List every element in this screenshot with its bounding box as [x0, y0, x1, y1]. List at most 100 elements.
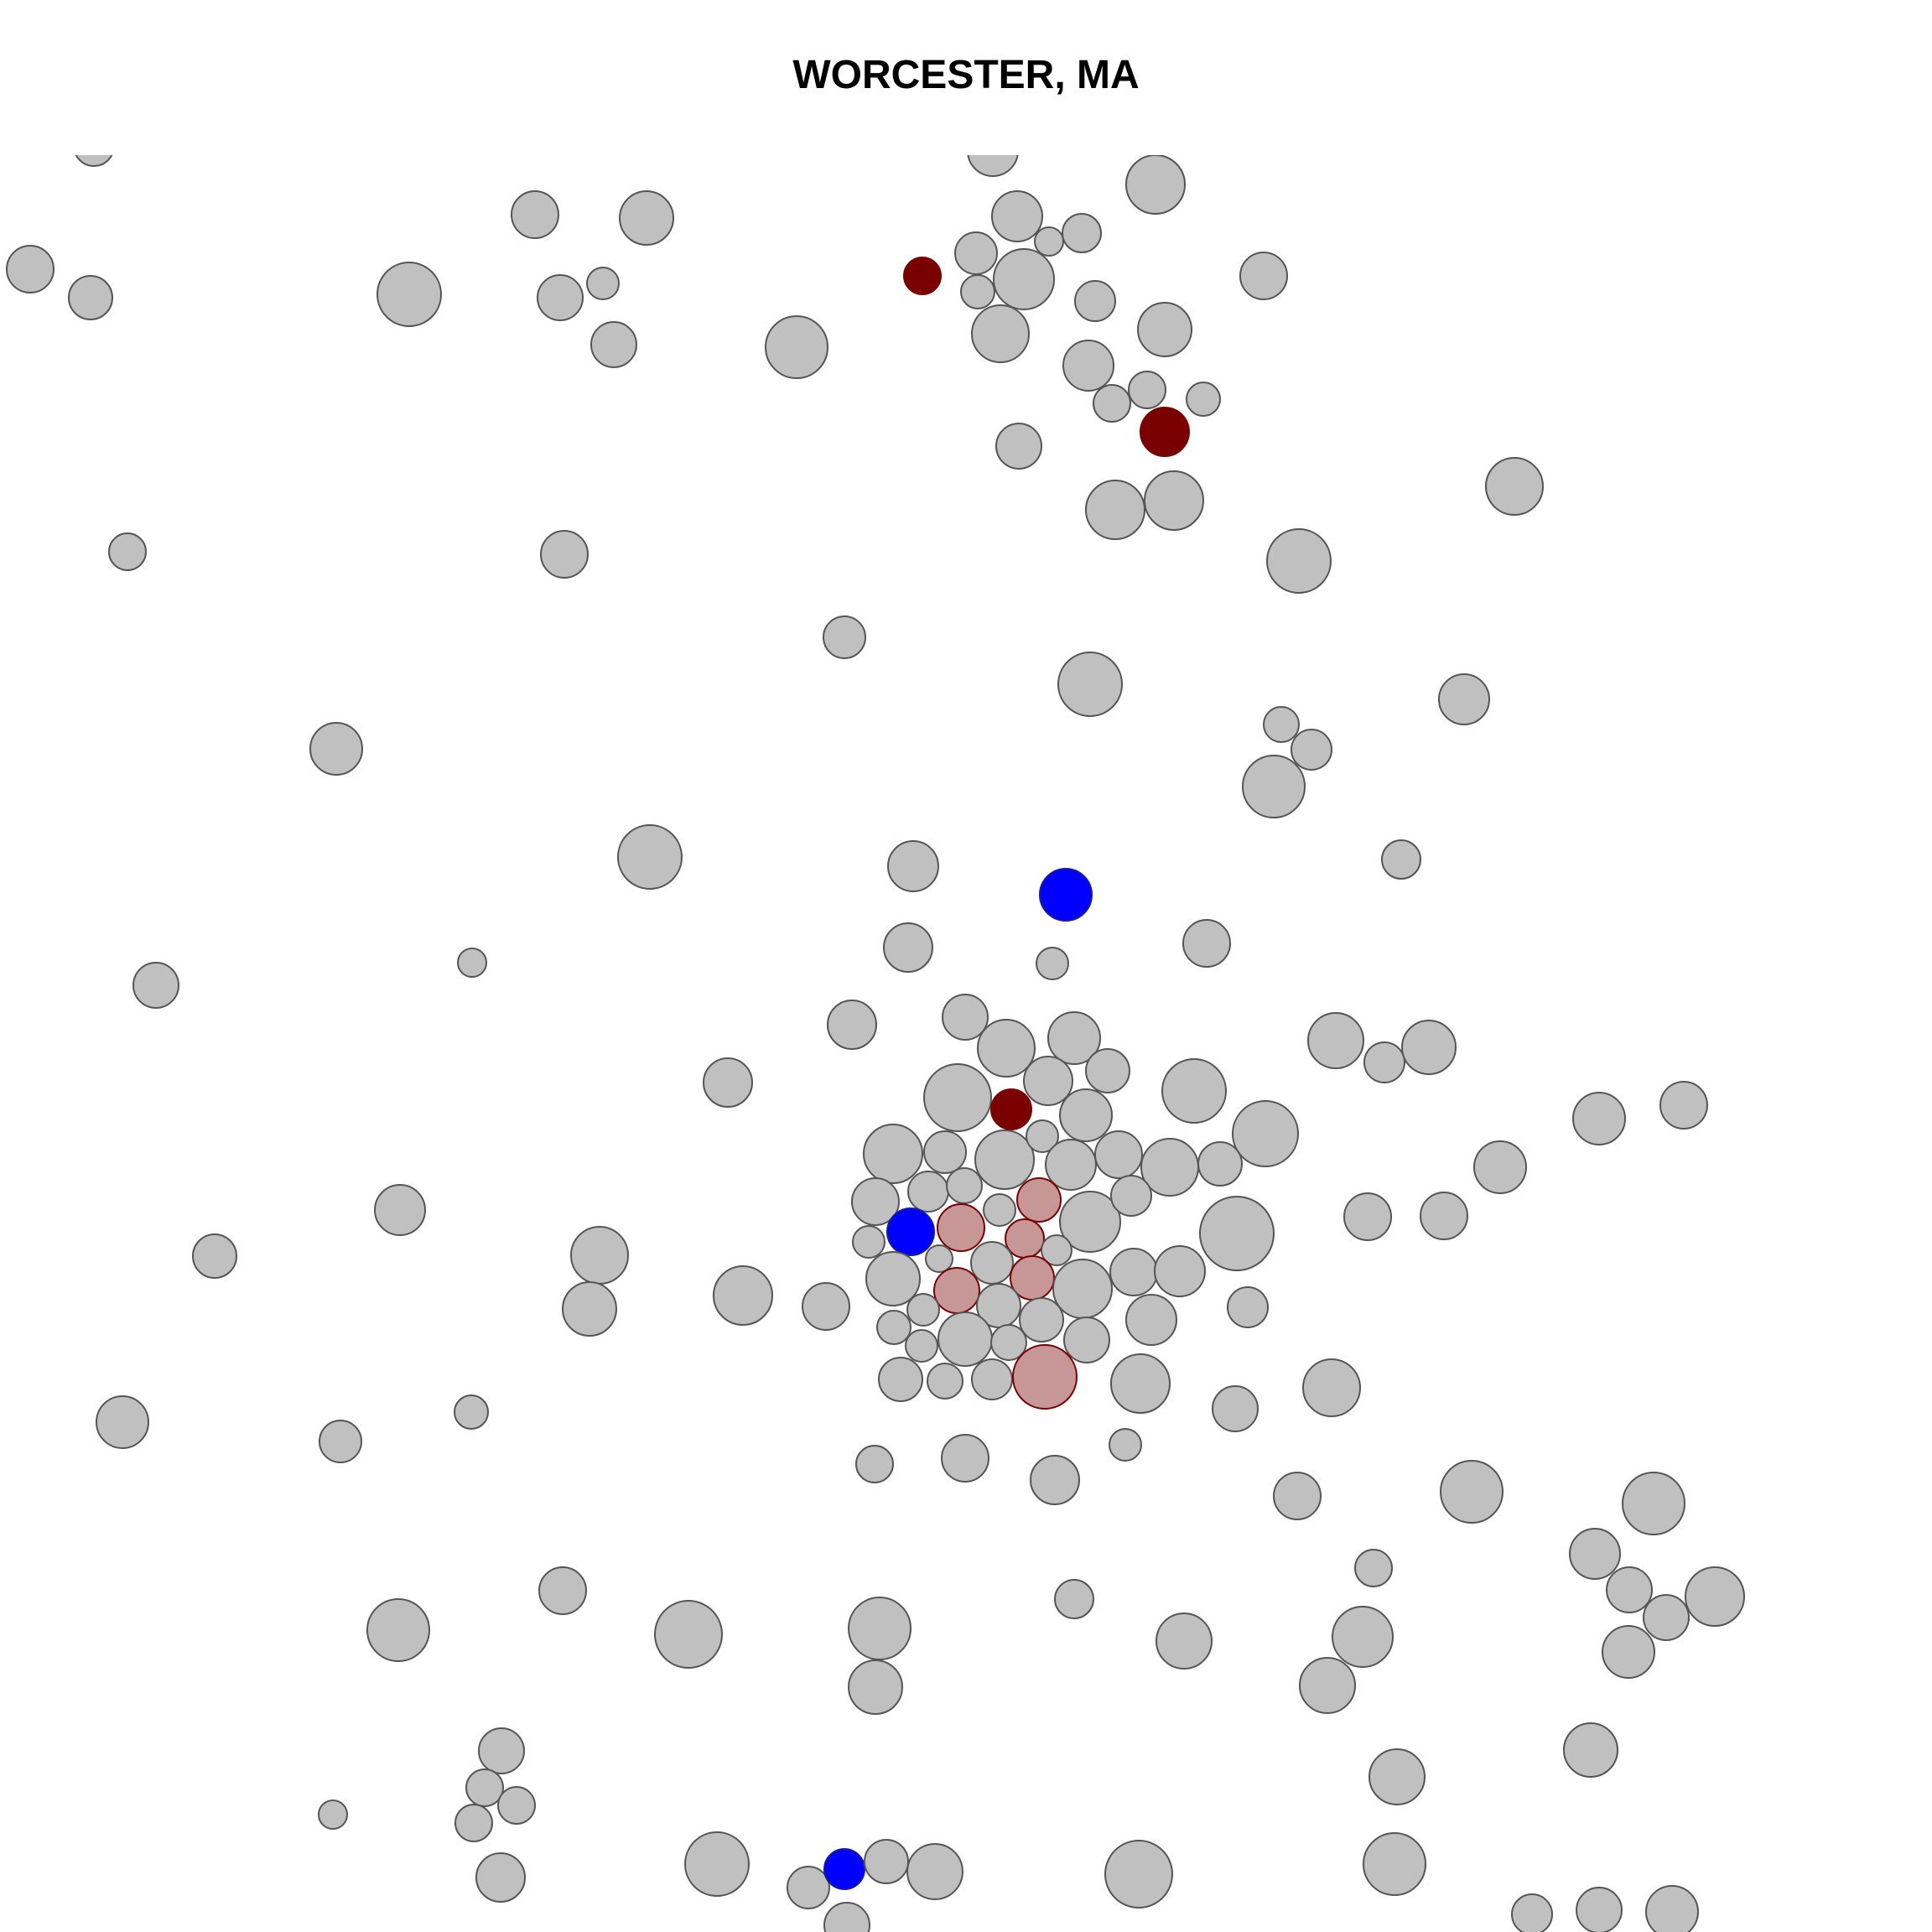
point-gray	[905, 1329, 938, 1363]
point-gray	[990, 1324, 1027, 1361]
point-gray	[75, 155, 113, 167]
point-gray	[887, 840, 939, 892]
point-gray	[1110, 1175, 1152, 1217]
point-gray	[1239, 252, 1288, 300]
point-gray	[1074, 280, 1116, 322]
point-gray	[713, 1265, 773, 1326]
point-gray	[132, 962, 179, 1009]
point-gray	[983, 1193, 1016, 1227]
point-gray	[765, 315, 828, 379]
point-gray	[971, 304, 1030, 363]
point-gray	[1034, 226, 1064, 257]
point-gray	[863, 1124, 923, 1184]
point-gray	[1440, 1460, 1504, 1524]
point-gray	[377, 262, 442, 327]
point-gray	[586, 267, 620, 300]
point-light-red	[1012, 1344, 1078, 1410]
point-gray	[865, 1251, 921, 1306]
point-gray	[1182, 919, 1231, 968]
point-gray	[1062, 213, 1102, 253]
point-gray	[1023, 1056, 1073, 1106]
point-gray	[1144, 470, 1204, 531]
point-gray	[1085, 1048, 1130, 1093]
point-gray	[570, 1226, 629, 1285]
point-gray	[855, 1445, 894, 1483]
point-gray	[1363, 1832, 1426, 1896]
point-gray	[1569, 1528, 1621, 1580]
point-gray	[538, 1566, 587, 1615]
point-gray	[1059, 1088, 1113, 1142]
point-gray	[1273, 1472, 1322, 1520]
point-gray	[848, 1597, 911, 1660]
point-gray	[907, 1171, 949, 1213]
point-gray	[1054, 1579, 1094, 1619]
point-gray	[590, 321, 637, 368]
point-gray	[993, 248, 1055, 310]
point-gray	[991, 190, 1043, 242]
point-gray	[619, 190, 674, 246]
point-gray	[1363, 1041, 1405, 1083]
point-gray	[927, 1363, 963, 1400]
point-gray	[1125, 1294, 1177, 1346]
point-gray	[1368, 1748, 1426, 1805]
chart-title: WORCESTER, MA	[792, 53, 1140, 97]
point-gray	[827, 1000, 877, 1050]
point-gray	[703, 1057, 753, 1108]
point-gray	[1563, 1722, 1618, 1778]
point-light-red	[937, 1203, 985, 1252]
point-gray	[1085, 480, 1145, 540]
point-gray	[1242, 755, 1306, 818]
point-gray	[1401, 1020, 1457, 1075]
point-gray	[1063, 1317, 1110, 1363]
point-gray	[974, 1130, 1035, 1190]
point-gray	[1161, 1058, 1227, 1124]
point-gray	[1019, 1297, 1064, 1343]
point-gray	[1197, 1141, 1243, 1187]
point-gray	[1154, 1245, 1206, 1297]
point-gray	[1343, 1192, 1392, 1241]
point-gray	[1030, 1455, 1080, 1505]
point-gray	[823, 1902, 870, 1932]
point-gray	[1299, 1657, 1356, 1714]
point-light-red	[933, 1267, 980, 1314]
point-gray	[1438, 673, 1490, 725]
point-gray	[1332, 1606, 1394, 1668]
point-gray	[787, 1866, 830, 1909]
point-gray	[497, 1786, 536, 1825]
point-gray	[1059, 1191, 1121, 1253]
point-gray	[465, 1768, 504, 1807]
point-gray	[1602, 1625, 1655, 1679]
point-gray	[1094, 1130, 1143, 1179]
point-gray	[977, 1019, 1036, 1078]
point-gray	[923, 1063, 992, 1132]
point-gray	[1104, 1840, 1173, 1909]
point-gray	[848, 1659, 903, 1715]
point-blue	[886, 1208, 935, 1256]
point-gray	[1302, 1358, 1361, 1417]
point-gray	[1227, 1286, 1269, 1328]
point-gray	[654, 1600, 723, 1669]
point-gray	[96, 1395, 149, 1449]
point-gray	[1266, 528, 1332, 594]
point-blue	[1039, 868, 1093, 922]
point-gray	[684, 1831, 750, 1897]
point-gray	[971, 1358, 1013, 1400]
point-gray	[1576, 1887, 1623, 1932]
point-gray	[923, 1130, 967, 1174]
point-gray	[878, 1357, 923, 1402]
point-gray	[540, 530, 589, 579]
point-gray	[1125, 155, 1186, 215]
point-gray	[1473, 1140, 1527, 1194]
point-gray	[366, 1598, 430, 1662]
point-gray	[1212, 1385, 1259, 1432]
point-gray	[1110, 1353, 1171, 1414]
points-layer	[6, 155, 1745, 1932]
point-gray	[925, 1244, 953, 1273]
point-gray	[946, 1167, 983, 1204]
point-dark-red	[903, 257, 942, 295]
point-gray	[942, 994, 989, 1041]
point-gray	[192, 1233, 237, 1279]
point-gray	[319, 1420, 362, 1463]
point-gray	[309, 722, 363, 776]
